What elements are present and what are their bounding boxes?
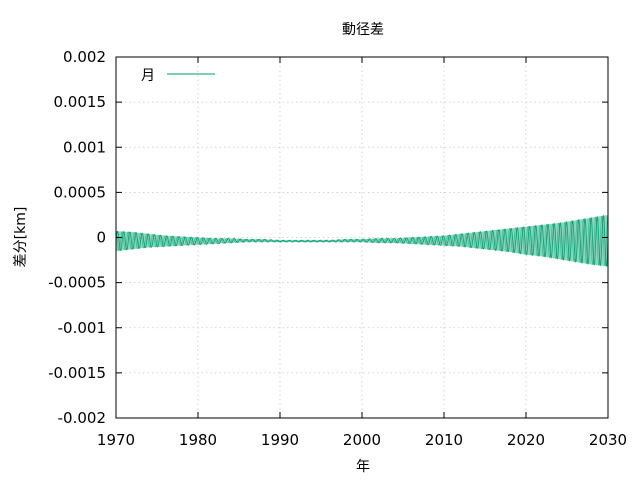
x-tick-label: 2000 [343,431,381,449]
y-axis-title: 差分[km] [13,207,29,268]
series-line-secondary [115,214,609,267]
legend-label: 月 [141,68,155,84]
y-tick-label: 0.0015 [54,93,107,111]
x-tick-label: 1980 [179,431,217,449]
x-tick-label: 1970 [97,431,135,449]
ticks [115,56,609,419]
x-tick-label: 2020 [507,431,545,449]
x-tick-labels: 1970 1980 1990 2000 2010 2020 2030 [97,431,627,449]
y-tick-label: 0.001 [63,138,106,156]
y-tick-labels: 0.002 0.0015 0.001 0.0005 0 -0.0005 -0.001 -0.0… [48,48,106,427]
legend: 月 [141,68,215,84]
y-tick-label: -0.0005 [48,274,106,292]
y-tick-label: 0 [96,229,106,247]
x-tick-label: 2030 [589,431,627,449]
y-tick-label: 0.0005 [54,183,107,201]
y-tick-label: -0.001 [58,319,106,337]
y-tick-label: 0.002 [63,48,106,66]
plot-data [115,214,609,267]
x-tick-label: 1990 [261,431,299,449]
y-tick-label: -0.0015 [48,364,106,382]
chart-title: 動径差 [342,22,384,38]
x-axis-title: 年 [356,459,370,475]
series-line [115,214,609,267]
x-tick-label: 2010 [425,431,463,449]
y-tick-label: -0.002 [58,409,106,427]
